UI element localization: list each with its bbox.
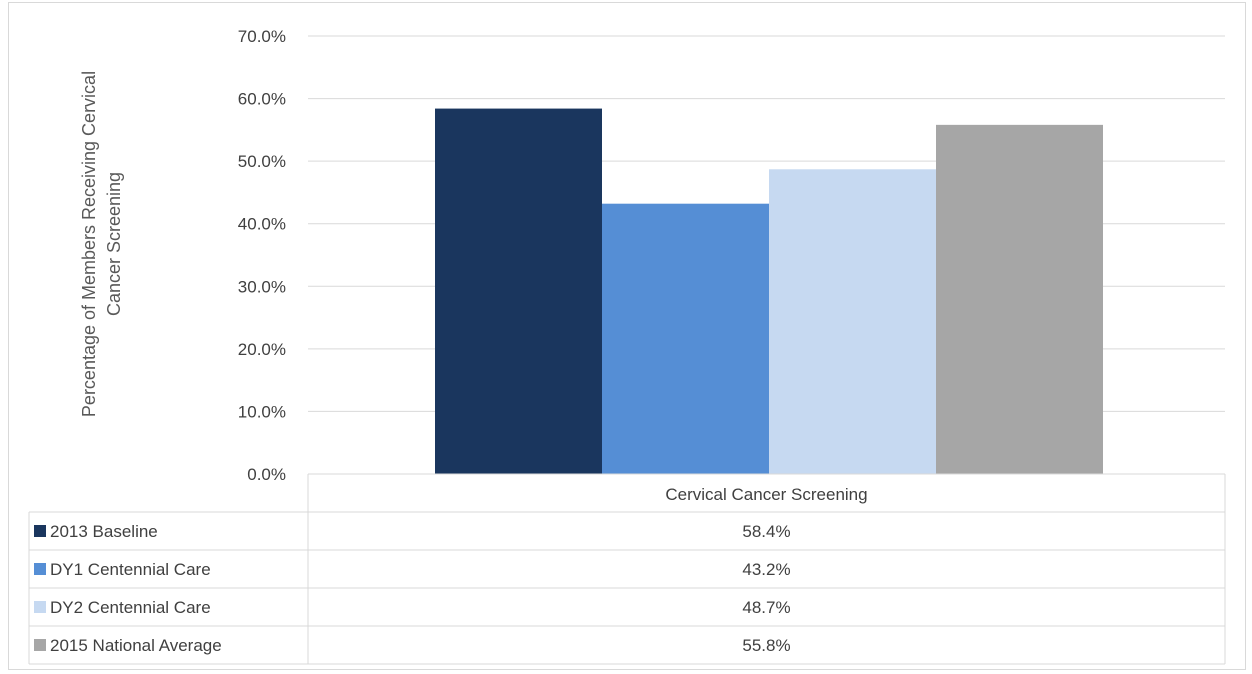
- data-label: 58.4%: [742, 522, 790, 541]
- legend-label: 2013 Baseline: [50, 522, 158, 541]
- legend-swatch: [34, 563, 46, 575]
- legend-swatch: [34, 601, 46, 613]
- y-tick-label: 10.0%: [238, 402, 286, 421]
- bar-dy2-centennial-care: [769, 169, 936, 474]
- legend-label: 2015 National Average: [50, 636, 222, 655]
- y-tick-label: 30.0%: [238, 277, 286, 296]
- bar-chart: Percentage of Members Receiving Cervical…: [28, 27, 1226, 665]
- y-tick-label: 60.0%: [238, 90, 286, 109]
- bar-2015-national-average: [936, 124, 1103, 474]
- bar-2013-baseline: [435, 108, 602, 474]
- y-tick-label: 70.0%: [238, 27, 286, 46]
- y-tick-label: 40.0%: [238, 215, 286, 234]
- legend-label: DY1 Centennial Care: [50, 560, 211, 579]
- data-label: 48.7%: [742, 598, 790, 617]
- y-axis-title-line-1: Percentage of Members Receiving Cervical: [79, 71, 99, 417]
- y-tick-label: 0.0%: [247, 465, 286, 484]
- y-tick-label: 20.0%: [238, 340, 286, 359]
- y-tick-label: 50.0%: [238, 152, 286, 171]
- legend-label: DY2 Centennial Care: [50, 598, 211, 617]
- data-label: 55.8%: [742, 636, 790, 655]
- data-label: 43.2%: [742, 560, 790, 579]
- chart-frame: Percentage of Members Receiving Cervical…: [8, 2, 1246, 670]
- x-category-label: Cervical Cancer Screening: [665, 485, 867, 504]
- y-axis-title-line-2: Cancer Screening: [104, 172, 124, 316]
- legend-swatch: [34, 525, 46, 537]
- legend-swatch: [34, 639, 46, 651]
- bar-dy1-centennial-care: [602, 203, 769, 475]
